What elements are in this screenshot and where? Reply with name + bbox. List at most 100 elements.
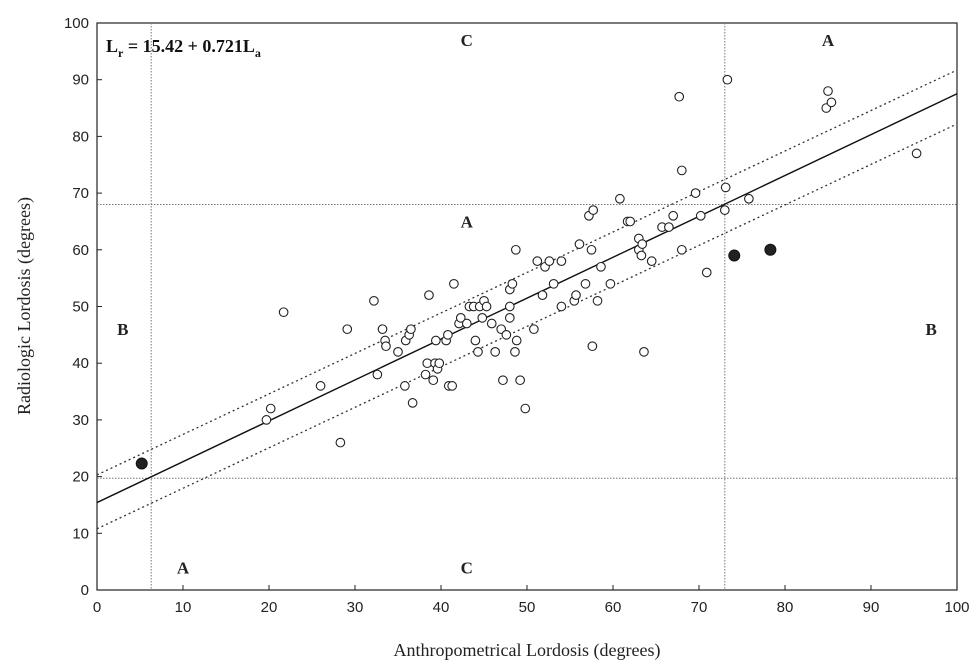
data-point-open-4	[335, 437, 346, 448]
data-point-open-1	[265, 403, 276, 414]
data-point-open-8	[377, 324, 388, 335]
data-point-open-6	[369, 295, 379, 306]
data-point-open-52	[511, 335, 522, 346]
data-point-open-42	[490, 347, 501, 357]
data-point-open-55	[529, 324, 539, 335]
data-point-open-31	[455, 312, 466, 323]
data-point-open-95	[744, 193, 754, 204]
data-point-open-60	[548, 278, 559, 289]
data-point-open-53	[515, 375, 525, 386]
data-point-open-44	[498, 375, 508, 386]
data-point-open-57	[537, 290, 548, 301]
confidence-line-1	[96, 123, 958, 530]
data-point-open-89	[690, 188, 701, 198]
data-point-open-17	[420, 369, 431, 380]
data-point-filled-0	[135, 457, 148, 470]
x-tick-label-5: 50	[519, 599, 536, 616]
data-point-open-98	[826, 97, 837, 108]
data-point-open-68	[586, 244, 597, 255]
region-label-6: C	[461, 558, 473, 577]
x-tick-label-0: 0	[93, 599, 101, 616]
regression-line-group	[96, 93, 958, 504]
regression-line	[96, 93, 958, 504]
data-point-open-94	[722, 74, 733, 85]
data-point-open-20	[428, 375, 439, 386]
x-tick-label-2: 20	[261, 599, 278, 616]
y-tick-label-8: 80	[72, 128, 89, 145]
data-point-filled-1	[728, 249, 741, 262]
data-point-open-76	[625, 216, 636, 227]
x-axis-ticks: 0 10 20 30 40 50 60 70 80 90 100	[93, 585, 970, 616]
data-point-open-7	[372, 369, 383, 380]
data-point-open-97	[823, 86, 833, 96]
data-point-open-81	[639, 347, 649, 357]
y-axis-title: Radiologic Lordosis (degrees)	[14, 197, 35, 415]
data-point-open-51	[510, 244, 521, 255]
data-point-open-47	[504, 301, 515, 312]
data-point-open-59	[544, 256, 555, 266]
data-point-open-86	[674, 91, 685, 102]
data-point-open-49	[507, 278, 518, 289]
data-point-open-72	[596, 261, 606, 272]
data-point-open-61	[556, 256, 567, 266]
data-point-open-10	[381, 341, 391, 352]
data-point-open-46	[504, 312, 515, 323]
data-points	[135, 74, 922, 470]
data-point-open-11	[393, 347, 403, 357]
confidence-lines	[96, 69, 958, 530]
data-point-open-70	[588, 205, 599, 215]
data-point-open-66	[580, 278, 591, 289]
region-label-0: C	[461, 31, 473, 50]
region-labels: C A A B B A C	[117, 31, 937, 577]
data-point-open-29	[449, 278, 459, 289]
data-point-open-26	[443, 330, 453, 340]
data-point-filled-2	[764, 243, 777, 256]
data-point-open-85	[668, 210, 679, 221]
data-point-open-0	[261, 415, 272, 425]
region-label-4: B	[926, 320, 937, 339]
data-point-open-91	[701, 267, 712, 278]
data-point-open-73	[605, 278, 616, 289]
data-point-open-71	[592, 295, 603, 306]
y-axis-ticks: 0 10 20 30 40 50 60 70 80 90 100	[64, 15, 102, 599]
x-tick-label-7: 70	[691, 599, 708, 616]
data-point-open-16	[407, 398, 418, 408]
region-label-2: A	[461, 212, 474, 231]
data-point-open-79	[636, 250, 647, 261]
x-tick-label-9: 90	[863, 599, 880, 616]
x-tick-label-6: 60	[605, 599, 622, 616]
x-tick-label-8: 80	[777, 599, 794, 616]
data-point-open-19	[424, 290, 434, 301]
x-axis-title: Anthropometrical Lordosis (degrees)	[394, 640, 661, 661]
region-label-1: A	[822, 31, 835, 50]
data-point-open-45	[501, 330, 512, 340]
y-tick-label-2: 20	[72, 469, 89, 486]
data-point-open-5	[342, 324, 353, 335]
data-point-open-87	[676, 165, 687, 176]
data-point-open-41	[486, 318, 497, 329]
data-point-open-56	[532, 256, 543, 266]
data-point-open-22	[430, 335, 441, 346]
data-point-open-35	[470, 335, 481, 346]
data-point-open-36	[473, 347, 483, 357]
region-label-3: B	[117, 320, 128, 339]
data-point-open-24	[434, 358, 445, 369]
y-tick-label-3: 30	[72, 412, 89, 429]
y-tick-label-10: 100	[64, 15, 89, 32]
data-point-open-74	[615, 193, 625, 204]
confidence-line-0	[96, 69, 958, 476]
x-tick-label-10: 100	[944, 599, 969, 616]
data-point-open-82	[646, 256, 657, 266]
data-point-open-15	[406, 324, 416, 335]
data-point-open-69	[587, 341, 598, 352]
y-tick-label-1: 10	[72, 525, 89, 542]
data-point-open-12	[400, 381, 410, 391]
regression-equation: Lr = 15.42 + 0.721La	[106, 36, 261, 60]
y-tick-label-4: 40	[72, 355, 89, 372]
data-point-open-65	[574, 239, 585, 249]
data-point-open-3	[315, 381, 326, 391]
x-tick-label-1: 10	[175, 599, 192, 616]
data-point-open-92	[719, 205, 730, 215]
data-point-open-88	[676, 244, 687, 255]
